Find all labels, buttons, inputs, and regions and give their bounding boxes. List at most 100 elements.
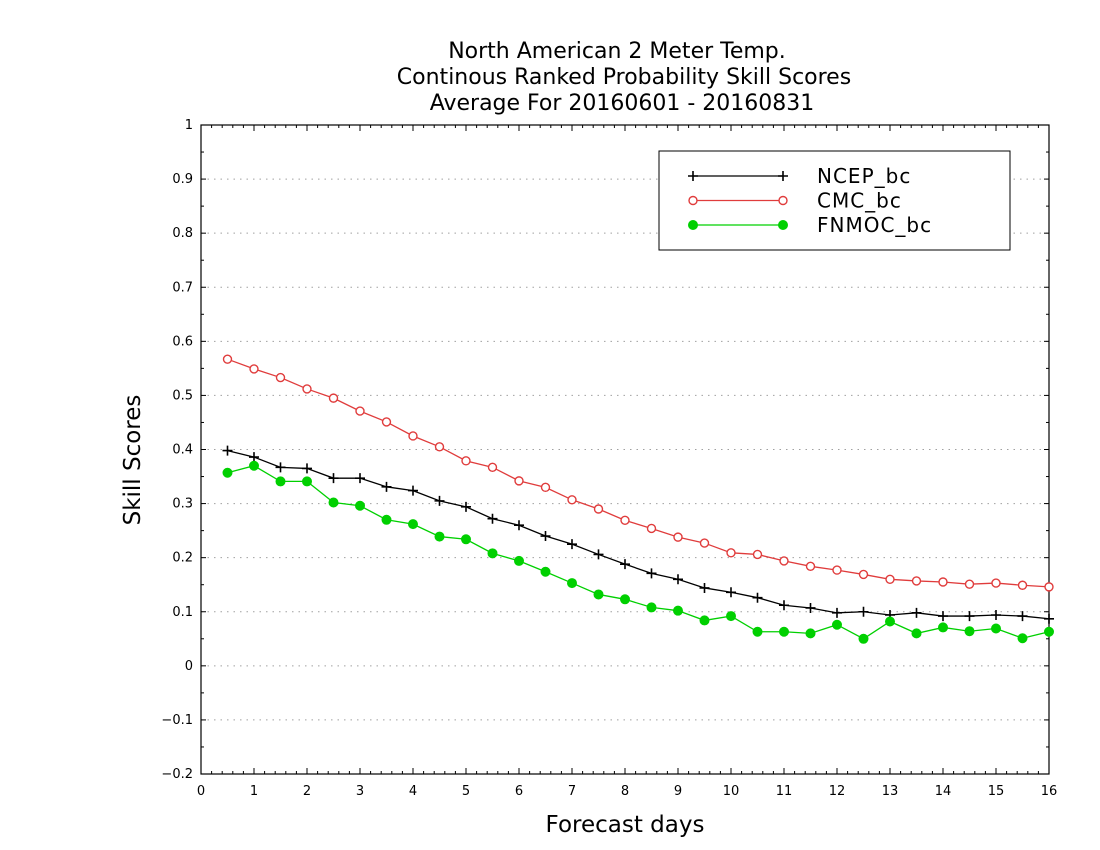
legend-marker-start-FNMOC_bc <box>688 220 698 230</box>
legend-marker-end-FNMOC_bc <box>778 220 788 230</box>
y-tick-label-12: 1 <box>185 118 193 133</box>
x-tick-label-14: 14 <box>935 784 952 799</box>
x-tick-label-13: 13 <box>882 784 899 799</box>
y-tick-label-4: 0.2 <box>172 551 193 566</box>
data-point-NCEP_bc-9 <box>461 501 471 512</box>
data-point-FNMOC_bc-5 <box>355 500 365 511</box>
data-point-CMC_bc-4 <box>328 393 339 403</box>
x-tick-label-11: 11 <box>776 784 793 799</box>
y-tick-label-0: −0.2 <box>161 767 193 782</box>
data-point-NCEP_bc-27 <box>938 611 948 622</box>
data-point-FNMOC_bc-15 <box>620 594 630 605</box>
data-point-FNMOC_bc-2 <box>275 476 286 487</box>
data-point-NCEP_bc-14 <box>593 549 604 560</box>
title-line-1: North American 2 Meter Temp. <box>448 39 786 64</box>
data-point-NCEP_bc-13 <box>567 539 577 550</box>
series-line-NCEP_bc <box>227 449 1050 620</box>
data-point-CMC_bc-3 <box>302 384 312 394</box>
x-tick-label-4: 4 <box>409 784 417 799</box>
data-point-NCEP_bc-7 <box>408 485 418 496</box>
y-tick-label-9: 0.7 <box>172 280 193 295</box>
legend-label-FNMOC_bc: FNMOC_bc <box>817 213 932 237</box>
data-point-CMC_bc-1 <box>249 364 259 374</box>
x-tick-label-6: 6 <box>515 784 523 799</box>
data-point-FNMOC_bc-8 <box>434 531 445 542</box>
data-point-CMC_bc-31 <box>1044 582 1054 592</box>
chart-title: North American 2 Meter Temp. Continous R… <box>397 39 851 116</box>
data-point-NCEP_bc-23 <box>832 607 842 618</box>
data-point-NCEP_bc-15 <box>620 559 630 570</box>
legend-marker-end-CMC_bc <box>778 195 788 206</box>
data-point-NCEP_bc-22 <box>805 602 816 613</box>
y-axis-label: Skill Scores <box>120 395 146 526</box>
x-tick-label-2: 2 <box>303 784 311 799</box>
data-point-CMC_bc-25 <box>885 574 895 584</box>
data-point-NCEP_bc-8 <box>434 495 445 506</box>
series <box>222 354 1054 644</box>
data-point-NCEP_bc-17 <box>673 574 683 585</box>
data-point-CMC_bc-19 <box>726 548 736 558</box>
data-point-CMC_bc-6 <box>381 417 392 427</box>
y-tick-label-6: 0.4 <box>172 443 193 458</box>
data-point-FNMOC_bc-31 <box>1044 626 1054 637</box>
x-tick-label-15: 15 <box>988 784 1005 799</box>
data-point-FNMOC_bc-12 <box>540 566 551 577</box>
data-point-NCEP_bc-21 <box>779 600 789 611</box>
series-line-CMC_bc <box>227 358 1050 588</box>
data-point-FNMOC_bc-29 <box>991 623 1001 634</box>
data-point-NCEP_bc-12 <box>540 531 551 542</box>
x-tick-label-9: 9 <box>674 784 682 799</box>
data-point-NCEP_bc-31 <box>1044 613 1054 624</box>
x-tick-label-5: 5 <box>462 784 470 799</box>
title-line-2: Continous Ranked Probability Skill Score… <box>397 65 851 90</box>
data-point-NCEP_bc-19 <box>726 587 736 598</box>
data-point-FNMOC_bc-22 <box>805 628 816 639</box>
data-point-CMC_bc-30 <box>1017 580 1028 590</box>
x-tick-label-12: 12 <box>829 784 846 799</box>
series-CMC_bc <box>222 354 1054 592</box>
data-point-FNMOC_bc-30 <box>1017 633 1028 644</box>
data-point-CMC_bc-16 <box>646 523 657 534</box>
data-point-FNMOC_bc-4 <box>328 497 339 508</box>
x-tick-label-7: 7 <box>568 784 576 799</box>
x-tick-label-8: 8 <box>621 784 629 799</box>
data-point-CMC_bc-7 <box>408 431 418 441</box>
data-point-CMC_bc-24 <box>858 569 869 580</box>
data-point-FNMOC_bc-3 <box>302 476 312 487</box>
y-tick-label-3: 0.1 <box>172 605 193 620</box>
data-point-FNMOC_bc-7 <box>408 519 418 530</box>
x-tick-label-16: 16 <box>1041 784 1058 799</box>
data-point-CMC_bc-29 <box>991 578 1001 588</box>
data-point-CMC_bc-17 <box>673 532 683 542</box>
data-point-FNMOC_bc-16 <box>646 602 657 613</box>
data-point-CMC_bc-5 <box>355 406 365 416</box>
data-point-FNMOC_bc-13 <box>567 578 577 589</box>
y-tick-label-11: 0.9 <box>172 172 193 187</box>
data-point-NCEP_bc-16 <box>646 568 657 579</box>
data-point-CMC_bc-11 <box>514 476 524 486</box>
data-point-NCEP_bc-3 <box>302 463 312 474</box>
y-tick-label-7: 0.5 <box>172 388 193 403</box>
data-point-FNMOC_bc-14 <box>593 589 604 600</box>
data-point-NCEP_bc-0 <box>222 445 233 456</box>
y-tick-label-10: 0.8 <box>172 226 193 241</box>
data-point-FNMOC_bc-20 <box>752 626 763 637</box>
data-point-CMC_bc-26 <box>911 576 922 586</box>
data-point-NCEP_bc-10 <box>487 513 498 524</box>
series-line-FNMOC_bc <box>227 465 1050 640</box>
legend-marker-end-NCEP_bc <box>778 171 788 181</box>
data-point-NCEP_bc-20 <box>752 592 763 603</box>
x-tick-label-1: 1 <box>250 784 258 799</box>
data-point-FNMOC_bc-25 <box>885 616 895 627</box>
data-point-CMC_bc-8 <box>434 442 445 452</box>
data-point-CMC_bc-23 <box>832 565 842 575</box>
legend-label-CMC_bc: CMC_bc <box>817 189 902 213</box>
series-NCEP_bc <box>222 445 1054 624</box>
data-point-CMC_bc-21 <box>779 556 789 566</box>
data-point-CMC_bc-27 <box>938 577 948 587</box>
data-point-NCEP_bc-11 <box>514 520 524 531</box>
y-tick-label-1: −0.1 <box>161 713 193 728</box>
data-point-FNMOC_bc-11 <box>514 555 524 566</box>
plot-area <box>200 124 1050 775</box>
y-tick-label-5: 0.3 <box>172 497 193 512</box>
